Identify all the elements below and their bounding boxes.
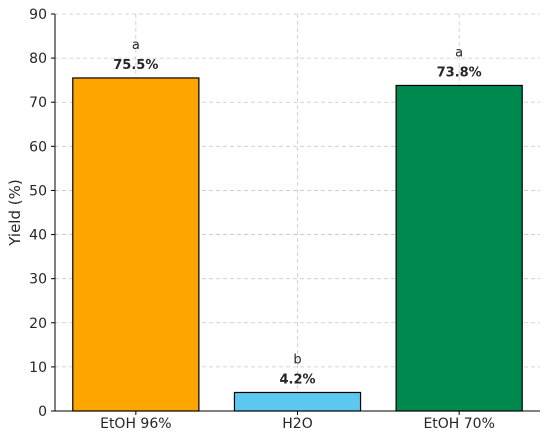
bars	[72, 77, 523, 412]
y-tick-label: 30	[29, 272, 47, 288]
bar-2	[395, 84, 523, 412]
significance-letter: a	[132, 38, 140, 53]
x-tick-label: H2O	[282, 416, 312, 432]
bar-1	[233, 391, 362, 412]
y-axis-title: Yield (%)	[6, 179, 24, 246]
y-tick-label: 80	[29, 51, 47, 67]
y-tick-label: 50	[29, 183, 47, 199]
y-tick-label: 90	[29, 7, 47, 23]
bar-value-label: 4.2%	[279, 372, 315, 387]
y-tick-label: 0	[38, 404, 47, 420]
significance-letter: a	[455, 45, 463, 60]
x-tick-labels: EtOH 96% H2O EtOH 70%	[100, 411, 495, 432]
bar-value-label: 75.5%	[113, 58, 158, 73]
y-tick-label: 20	[29, 316, 47, 332]
bar-annotations: 75.5% a 4.2% b 73.8% a	[113, 38, 481, 388]
x-tick-label: EtOH 70%	[423, 416, 494, 432]
bar-value-label: 73.8%	[437, 65, 482, 80]
y-tick-label: 10	[29, 360, 47, 376]
bar-0	[72, 77, 200, 412]
y-tick-label: 60	[29, 139, 47, 155]
y-tick-label: 70	[29, 95, 47, 111]
significance-letter: b	[293, 352, 301, 367]
x-tick-label: EtOH 96%	[100, 416, 171, 432]
y-tick-label: 40	[29, 228, 47, 244]
y-tick-labels: 0 10 20 30 40 50 60 70 80 90	[29, 7, 55, 420]
